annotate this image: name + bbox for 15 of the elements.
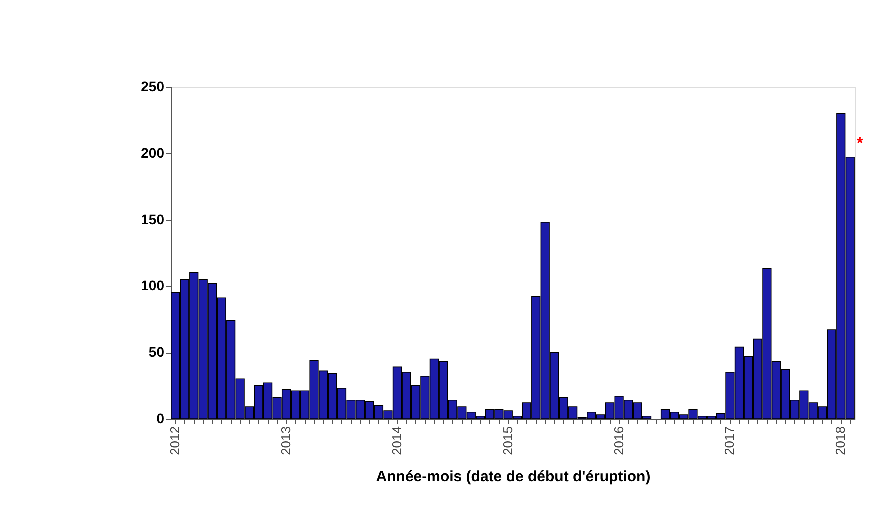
x-tick-label: 2013 [278, 426, 294, 456]
y-tick-label: 0 [156, 410, 165, 426]
x-tick-label: 2016 [611, 426, 626, 456]
x-tick-label: 2017 [722, 426, 738, 456]
x-tick-label: 2015 [500, 426, 516, 456]
y-tick-label: 250 [141, 78, 165, 94]
x-tick-label: 2014 [389, 426, 404, 456]
text: * [857, 135, 864, 152]
y-tick-label: 100 [141, 278, 165, 294]
x-tick-label: 2018 [833, 426, 848, 456]
y-tick-label: 50 [148, 344, 165, 360]
y-tick-label: 200 [141, 144, 165, 161]
y-tick-label: 150 [141, 211, 165, 228]
x-tick-label: 2012 [168, 426, 183, 456]
x-axis-title: Année-mois (date de début d'éruption) [376, 468, 651, 486]
